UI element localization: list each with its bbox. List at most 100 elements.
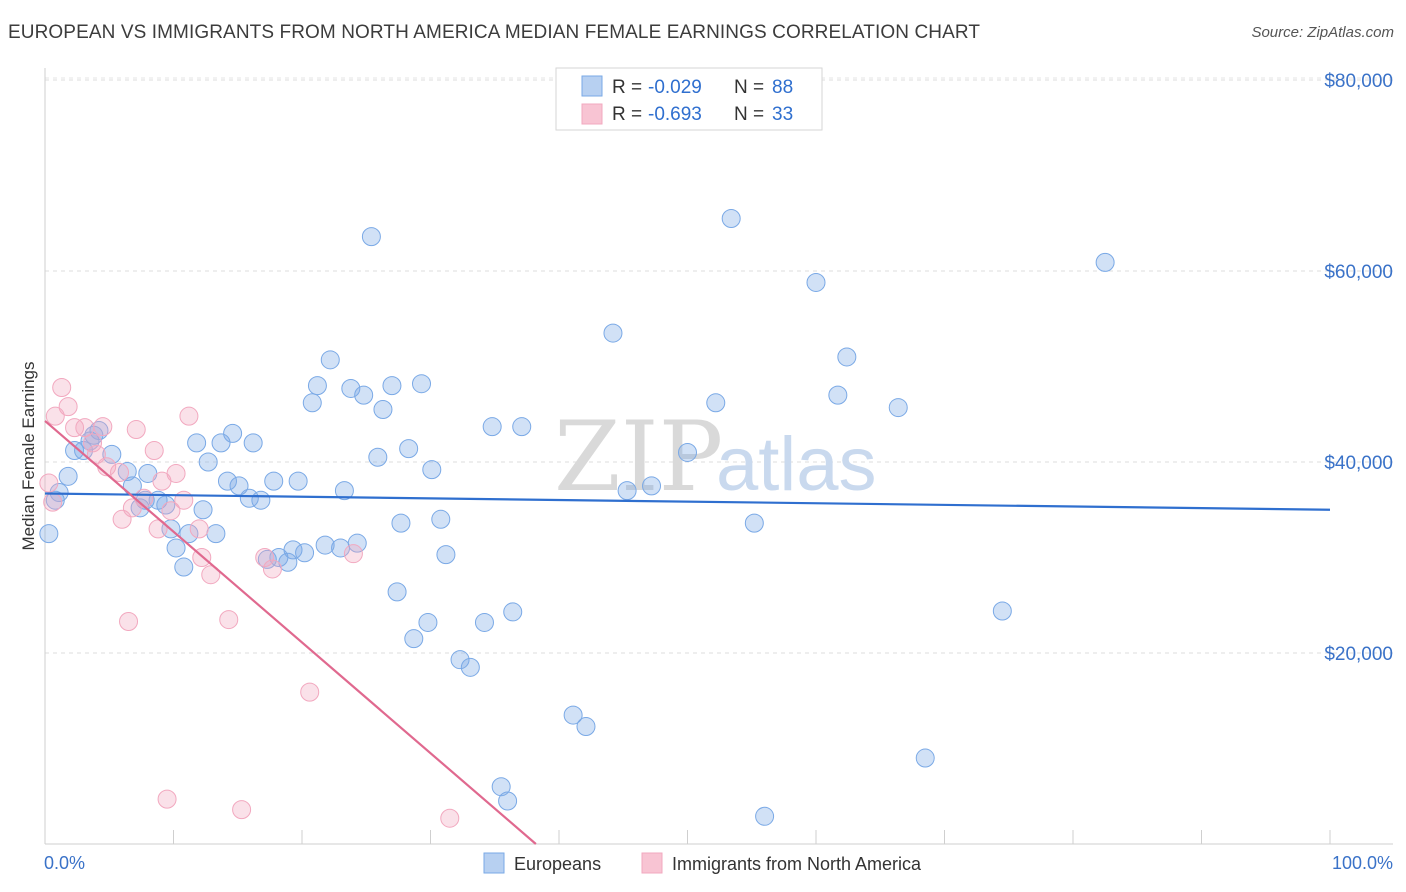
europeans-point-56 [412, 374, 432, 394]
europeans-point-49 [368, 447, 388, 467]
europeans-point-44 [334, 481, 354, 501]
europeans-point-73 [642, 476, 662, 496]
europeans-point-21 [187, 433, 207, 453]
europeans-point-71 [603, 323, 623, 343]
immigrants-point-3 [52, 378, 72, 398]
legend-swatch-europeans [581, 75, 603, 97]
europeans-point-60 [436, 545, 456, 565]
immigrants-point-16 [134, 488, 154, 508]
europeans-point-38 [295, 543, 315, 563]
legend-r-value-1: -0.029 [648, 77, 702, 98]
europeans-point-65 [491, 777, 511, 797]
immigrants-point-27 [201, 565, 221, 585]
europeans-point-26 [217, 471, 237, 491]
legend-r-value-2: -0.693 [648, 104, 702, 125]
europeans-point-19 [174, 557, 194, 577]
legend-n-label-2: N = [734, 104, 764, 125]
europeans-point-37 [288, 471, 308, 491]
europeans-point-50 [373, 399, 393, 419]
y-tick-label-40000: $40,000 [1324, 453, 1393, 474]
europeans-point-83 [915, 748, 935, 768]
immigrants-point-4 [58, 397, 78, 417]
immigrants-point-20 [157, 789, 177, 809]
legend-n-value-2: 33 [772, 104, 793, 125]
legend-n-label-1: N = [734, 77, 764, 98]
europeans-point-8 [89, 420, 109, 440]
legend-swatch-immigrants [581, 103, 603, 125]
immigrants-point-25 [189, 519, 209, 539]
europeans-point-32 [257, 549, 277, 569]
series-europeans [39, 208, 1115, 826]
gridlines [45, 77, 1393, 654]
y-tick-label-20000: $20,000 [1324, 644, 1393, 665]
europeans-point-85 [1095, 252, 1115, 272]
source-credit: Source: ZipAtlas.com [1251, 24, 1394, 41]
watermark-zip: ZIP [554, 401, 723, 513]
bottom-legend: Europeans Immigrants from North America [483, 852, 922, 874]
bottom-legend-label-immigrants: Immigrants from North America [672, 854, 922, 874]
immigrants-point-2 [45, 406, 65, 426]
bottom-legend-swatch-immigrants [641, 852, 663, 874]
europeans-point-33 [264, 471, 284, 491]
europeans-point-78 [755, 806, 775, 826]
chart-title: EUROPEAN VS IMMIGRANTS FROM NORTH AMERIC… [8, 22, 981, 43]
europeans-point-0 [39, 524, 59, 544]
immigrants-point-33 [343, 544, 363, 564]
europeans-point-58 [422, 460, 442, 480]
immigrants-point-34 [440, 808, 460, 828]
immigrants-point-24 [179, 406, 199, 426]
europeans-point-42 [320, 350, 340, 370]
immigrants-point-13 [119, 611, 139, 631]
europeans-point-22 [193, 500, 213, 520]
europeans-point-76 [721, 208, 741, 228]
trend-lines [44, 420, 1331, 845]
immigrants-point-0 [39, 473, 59, 493]
immigrants-trend-line [44, 420, 537, 845]
immigrants-point-18 [148, 519, 168, 539]
y-tick-label-60000: $60,000 [1324, 262, 1393, 283]
immigrants-point-8 [86, 444, 106, 464]
legend-r-label-1: R = [612, 77, 642, 98]
y-axis-title: Median Female Earnings [19, 362, 38, 551]
europeans-point-47 [354, 385, 374, 405]
europeans-point-10 [117, 462, 137, 482]
europeans-point-3 [58, 466, 78, 486]
immigrants-point-29 [232, 800, 252, 820]
bottom-legend-label-europeans: Europeans [514, 854, 601, 874]
x-tick-label-min: 0.0% [44, 853, 85, 873]
europeans-point-67 [503, 602, 523, 622]
europeans-point-57 [418, 612, 438, 632]
europeans-point-84 [992, 601, 1012, 621]
europeans-point-29 [239, 488, 259, 508]
immigrants-point-31 [262, 559, 282, 579]
europeans-point-61 [450, 650, 470, 670]
europeans-point-82 [888, 398, 908, 418]
immigrants-point-32 [300, 682, 320, 702]
europeans-point-41 [315, 535, 335, 555]
europeans-point-9 [102, 444, 122, 464]
europeans-point-24 [206, 524, 226, 544]
watermark-atlas: atlas [716, 422, 877, 507]
europeans-point-68 [512, 417, 532, 437]
europeans-point-69 [563, 705, 583, 725]
europeans-point-70 [576, 717, 596, 737]
europeans-point-40 [307, 376, 327, 396]
y-tick-label-80000: $80,000 [1324, 71, 1393, 92]
europeans-point-77 [744, 513, 764, 533]
legend-n-value-1: 88 [772, 77, 793, 98]
europeans-trend-line [44, 492, 1331, 511]
europeans-point-74 [678, 442, 697, 462]
europeans-point-46 [347, 533, 367, 553]
europeans-point-75 [706, 393, 726, 413]
europeans-point-63 [474, 612, 494, 632]
immigrants-point-9 [93, 417, 113, 437]
europeans-point-64 [482, 417, 502, 437]
europeans-point-55 [404, 629, 424, 649]
europeans-point-18 [166, 538, 186, 558]
immigrants-point-30 [255, 548, 275, 567]
y-tick-labels: $20,000 $40,000 $60,000 $80,000 [1324, 71, 1393, 665]
immigrants-point-17 [144, 441, 164, 461]
europeans-point-53 [391, 513, 411, 533]
europeans-point-36 [283, 540, 303, 560]
